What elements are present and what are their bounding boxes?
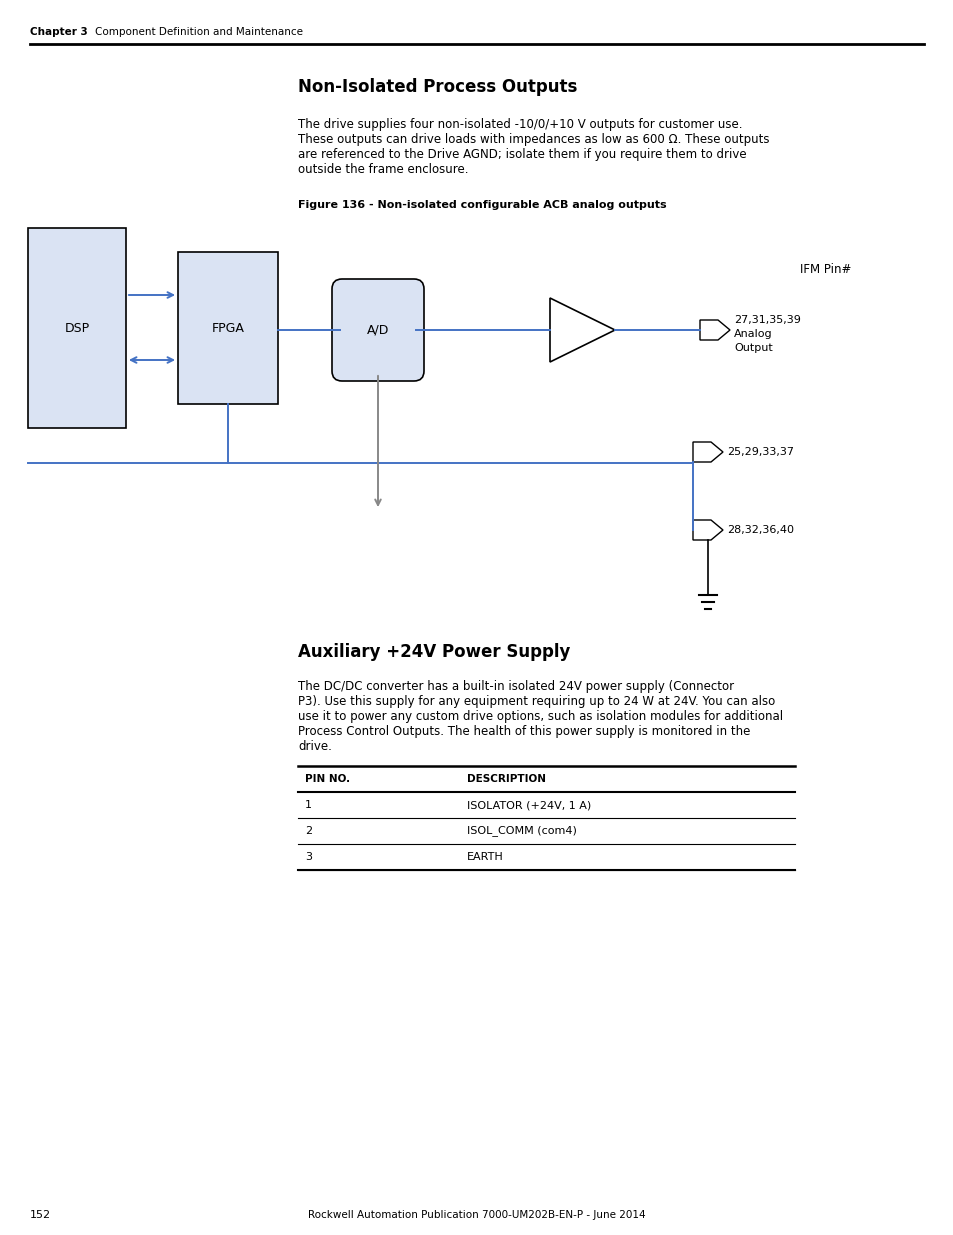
FancyBboxPatch shape (332, 279, 423, 382)
Text: Non-Isolated Process Outputs: Non-Isolated Process Outputs (297, 78, 577, 96)
Text: Component Definition and Maintenance: Component Definition and Maintenance (95, 27, 303, 37)
Polygon shape (550, 298, 615, 362)
Text: DSP: DSP (65, 321, 90, 335)
Text: Process Control Outputs. The health of this power supply is monitored in the: Process Control Outputs. The health of t… (297, 725, 750, 739)
Text: are referenced to the Drive AGND; isolate them if you require them to drive: are referenced to the Drive AGND; isolat… (297, 148, 746, 161)
Text: A/D: A/D (366, 324, 389, 336)
Text: outside the frame enclosure.: outside the frame enclosure. (297, 163, 468, 177)
Text: 2: 2 (305, 826, 312, 836)
Text: 27,31,35,39: 27,31,35,39 (733, 315, 800, 325)
Text: IFM Pin#: IFM Pin# (800, 263, 850, 275)
Polygon shape (692, 442, 722, 462)
Text: 28,32,36,40: 28,32,36,40 (726, 525, 793, 535)
Polygon shape (700, 320, 729, 340)
Text: PIN NO.: PIN NO. (305, 774, 350, 784)
Text: The drive supplies four non-isolated -10/0/+10 V outputs for customer use.: The drive supplies four non-isolated -10… (297, 119, 741, 131)
Text: The DC/DC converter has a built-in isolated 24V power supply (Connector: The DC/DC converter has a built-in isola… (297, 680, 734, 693)
Text: Auxiliary +24V Power Supply: Auxiliary +24V Power Supply (297, 643, 570, 661)
Text: drive.: drive. (297, 740, 332, 753)
Text: 25,29,33,37: 25,29,33,37 (726, 447, 793, 457)
Text: 152: 152 (30, 1210, 51, 1220)
Text: FPGA: FPGA (212, 321, 244, 335)
Text: 1: 1 (305, 800, 312, 810)
Bar (28, 228, 126, 429)
Text: DESCRIPTION: DESCRIPTION (467, 774, 545, 784)
Polygon shape (692, 520, 722, 540)
Bar (178, 252, 277, 404)
Text: use it to power any custom drive options, such as isolation modules for addition: use it to power any custom drive options… (297, 710, 782, 722)
Text: P3). Use this supply for any equipment requiring up to 24 W at 24V. You can also: P3). Use this supply for any equipment r… (297, 695, 775, 708)
Text: ISOLATOR (+24V, 1 A): ISOLATOR (+24V, 1 A) (467, 800, 591, 810)
Text: 3: 3 (305, 852, 312, 862)
Text: EARTH: EARTH (467, 852, 503, 862)
Text: Rockwell Automation Publication 7000-UM202B-EN-P - June 2014: Rockwell Automation Publication 7000-UM2… (308, 1210, 645, 1220)
Text: Output: Output (733, 343, 772, 353)
Text: Analog: Analog (733, 329, 772, 338)
Text: Chapter 3: Chapter 3 (30, 27, 88, 37)
Text: These outputs can drive loads with impedances as low as 600 Ω. These outputs: These outputs can drive loads with imped… (297, 133, 769, 146)
Text: ISOL_COMM (com4): ISOL_COMM (com4) (467, 825, 577, 836)
Text: Figure 136 - Non-isolated configurable ACB analog outputs: Figure 136 - Non-isolated configurable A… (297, 200, 666, 210)
